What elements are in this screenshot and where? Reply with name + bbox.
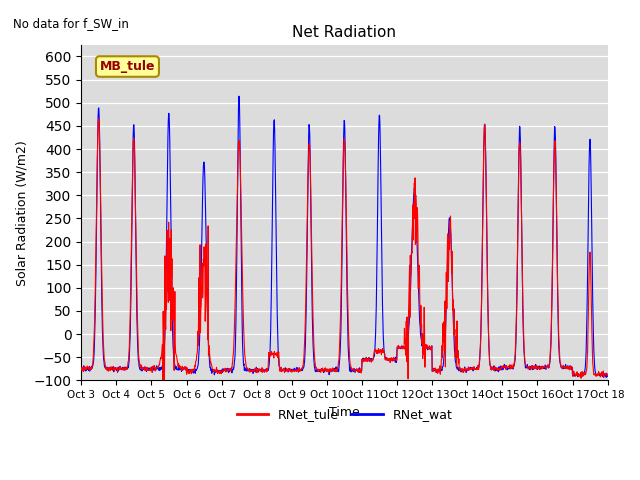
Y-axis label: Solar Radiation (W/m2): Solar Radiation (W/m2): [15, 140, 28, 286]
Legend: RNet_tule, RNet_wat: RNet_tule, RNet_wat: [232, 403, 458, 426]
Text: MB_tule: MB_tule: [100, 60, 156, 73]
Text: No data for f_SW_in: No data for f_SW_in: [13, 17, 129, 30]
Title: Net Radiation: Net Radiation: [292, 24, 397, 39]
X-axis label: Time: Time: [329, 406, 360, 419]
